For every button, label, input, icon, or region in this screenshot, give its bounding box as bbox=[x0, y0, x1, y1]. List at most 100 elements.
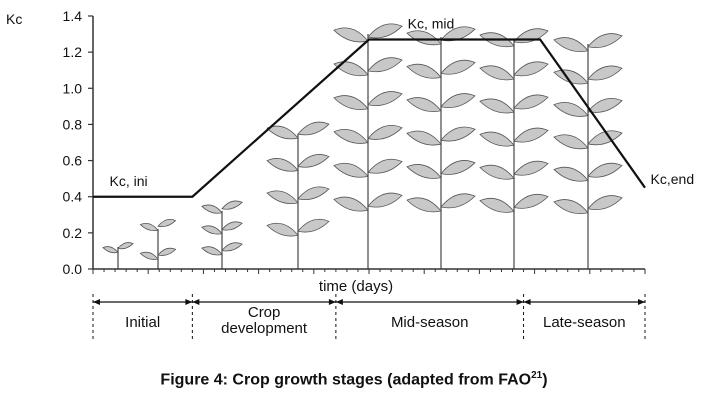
leaf bbox=[266, 158, 299, 172]
leaf bbox=[297, 218, 330, 233]
plant bbox=[553, 33, 623, 269]
leaf bbox=[266, 190, 299, 205]
leaf bbox=[221, 242, 243, 252]
leaf bbox=[157, 247, 177, 256]
leaf bbox=[406, 30, 442, 46]
caption-close: ) bbox=[542, 371, 548, 389]
x-ticks bbox=[92, 269, 646, 274]
leaf bbox=[513, 61, 549, 77]
leaf bbox=[553, 199, 589, 214]
leaf bbox=[367, 192, 403, 208]
leaf bbox=[333, 129, 369, 144]
leaf bbox=[117, 242, 134, 250]
leaf bbox=[513, 28, 549, 44]
leaf bbox=[367, 158, 403, 174]
leaf bbox=[553, 102, 589, 117]
plant bbox=[102, 242, 134, 269]
leaf bbox=[587, 33, 623, 48]
kc-annotation: Kc, mid bbox=[408, 16, 455, 32]
leaf bbox=[587, 195, 623, 210]
x-axis-label: time (days) bbox=[319, 278, 393, 295]
y-axis-label: Kc bbox=[6, 11, 22, 27]
leaf bbox=[201, 225, 223, 235]
plant bbox=[266, 121, 330, 269]
leaf bbox=[513, 127, 549, 143]
caption-reference: 21 bbox=[531, 370, 543, 381]
stage-arrowhead bbox=[93, 299, 100, 305]
y-tick-label: 0.8 bbox=[63, 116, 83, 132]
leaf bbox=[406, 164, 442, 179]
leaf bbox=[139, 223, 159, 232]
stage-label: Initial bbox=[125, 314, 160, 331]
plant bbox=[139, 219, 177, 269]
leaf bbox=[406, 197, 442, 213]
figure-caption: Figure 4: Crop growth stages (adapted fr… bbox=[0, 370, 708, 389]
stage-label: Crop bbox=[248, 304, 281, 321]
leaf bbox=[440, 59, 476, 75]
leaf bbox=[406, 63, 442, 79]
stage-arrowhead bbox=[516, 299, 524, 305]
leaf bbox=[479, 131, 515, 147]
leaf bbox=[479, 164, 515, 180]
leaf bbox=[297, 121, 330, 136]
leaf bbox=[297, 154, 330, 168]
stage-label: Mid-season bbox=[391, 314, 469, 331]
leaf bbox=[139, 251, 159, 260]
y-tick-label: 1.2 bbox=[63, 44, 83, 60]
leaf bbox=[201, 246, 223, 256]
stage-label: Late-season bbox=[543, 314, 626, 331]
leaf bbox=[513, 193, 549, 209]
plant bbox=[201, 200, 243, 269]
caption-text: Figure 4: Crop growth stages (adapted fr… bbox=[160, 371, 532, 389]
leaf bbox=[406, 130, 442, 146]
leaf bbox=[513, 94, 549, 110]
leaf bbox=[221, 200, 243, 210]
leaf bbox=[440, 26, 476, 42]
leaf bbox=[367, 91, 403, 106]
leaf bbox=[440, 93, 476, 109]
leaf bbox=[333, 27, 369, 43]
leaf bbox=[157, 219, 177, 228]
stage-arrowhead bbox=[192, 299, 200, 305]
leaf bbox=[553, 69, 589, 85]
stage-arrowhead bbox=[638, 299, 645, 305]
plant bbox=[406, 26, 476, 269]
y-tick-label: 0.4 bbox=[63, 189, 83, 205]
leaf bbox=[479, 197, 515, 213]
kc-annotations: Kc, ini Kc, mid Kc,end bbox=[110, 16, 695, 189]
leaf bbox=[587, 65, 623, 81]
y-ticks: 0.0 0.2 0.4 0.6 0.8 1.0 1.2 1.4 bbox=[63, 8, 93, 277]
kc-annotation: Kc, ini bbox=[110, 173, 148, 189]
leaf bbox=[513, 160, 549, 176]
y-tick-label: 0.0 bbox=[63, 261, 83, 277]
leaf bbox=[406, 97, 442, 113]
leaf bbox=[333, 95, 369, 110]
leaf bbox=[102, 246, 119, 254]
leaf bbox=[367, 23, 403, 39]
leaf bbox=[479, 98, 515, 114]
leaf bbox=[367, 57, 403, 73]
leaf bbox=[266, 222, 299, 237]
plant bbox=[333, 23, 403, 269]
stage-label: development bbox=[221, 320, 308, 337]
leaf bbox=[333, 196, 369, 212]
leaf bbox=[479, 65, 515, 81]
leaf bbox=[553, 166, 589, 182]
stage-arrowhead bbox=[335, 299, 343, 305]
leaf bbox=[297, 186, 330, 201]
stage-arrowhead bbox=[523, 299, 531, 305]
stage-arrowhead bbox=[328, 299, 336, 305]
leaf bbox=[587, 98, 623, 113]
leaf bbox=[333, 61, 369, 77]
y-tick-label: 1.4 bbox=[63, 8, 83, 24]
leaf bbox=[221, 221, 243, 231]
leaf bbox=[587, 162, 623, 178]
leaf bbox=[266, 125, 299, 140]
kc-annotation: Kc,end bbox=[651, 171, 695, 187]
y-tick-label: 1.0 bbox=[63, 80, 83, 96]
kc-line bbox=[93, 38, 646, 198]
plant bbox=[479, 28, 549, 269]
leaf bbox=[201, 204, 223, 214]
leaf bbox=[440, 193, 476, 209]
